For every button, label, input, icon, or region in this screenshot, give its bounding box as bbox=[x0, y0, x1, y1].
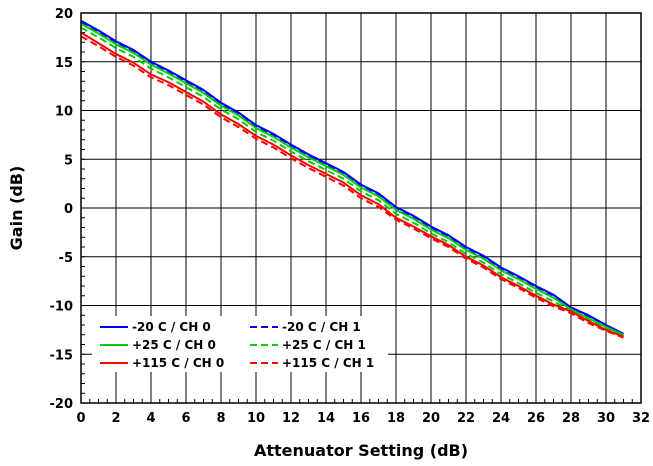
x-tick-label: 28 bbox=[562, 411, 580, 426]
y-axis-label: Gain (dB) bbox=[7, 166, 26, 251]
x-tick-label: 32 bbox=[632, 411, 650, 426]
x-tick-label: 20 bbox=[422, 411, 440, 426]
x-tick-label: 0 bbox=[76, 411, 85, 426]
y-tick-label: 10 bbox=[55, 105, 73, 120]
series-line bbox=[80, 26, 624, 337]
x-tick-label: 12 bbox=[282, 411, 300, 426]
legend-label: +25 C / CH 0 bbox=[132, 338, 216, 352]
plot-frame bbox=[80, 12, 642, 404]
x-tick-label: 14 bbox=[317, 411, 335, 426]
x-tick-label: 16 bbox=[352, 411, 370, 426]
x-tick-label: 22 bbox=[457, 411, 475, 426]
legend-label: +25 C / CH 1 bbox=[282, 338, 366, 352]
y-tick-label: 5 bbox=[64, 153, 73, 168]
series-lines bbox=[80, 19, 624, 339]
y-tick-label: 0 bbox=[64, 202, 73, 217]
y-tick-label: -5 bbox=[59, 251, 73, 266]
series-line bbox=[80, 35, 624, 339]
y-tick-label: -10 bbox=[50, 300, 74, 315]
x-tick-label: 26 bbox=[527, 411, 545, 426]
x-tick-label: 18 bbox=[387, 411, 405, 426]
x-tick-label: 24 bbox=[492, 411, 510, 426]
y-tick-label: 15 bbox=[55, 56, 73, 71]
series-line bbox=[80, 31, 624, 338]
y-tick-label: -20 bbox=[50, 397, 74, 412]
legend-label: +115 C / CH 1 bbox=[282, 356, 374, 370]
x-tick-label: 6 bbox=[181, 411, 190, 426]
x-tick-label: 8 bbox=[216, 411, 225, 426]
legend-label: -20 C / CH 1 bbox=[282, 320, 361, 334]
y-tick-label: 20 bbox=[55, 7, 73, 22]
x-tick-label: 30 bbox=[597, 411, 615, 426]
legend-label: +115 C / CH 0 bbox=[132, 356, 224, 370]
x-tick-labels: 0 2 4 6 8 10 12 14 16 18 20 22 24 26 28 30 32 bbox=[76, 411, 650, 426]
x-tick-label: 10 bbox=[247, 411, 265, 426]
y-tick-labels: -20 -15 -10 -5 0 5 10 15 20 bbox=[50, 7, 74, 412]
x-tick-label: 4 bbox=[146, 411, 155, 426]
x-tick-label: 2 bbox=[111, 411, 120, 426]
legend-label: -20 C / CH 0 bbox=[132, 320, 211, 334]
x-axis-label: Attenuator Setting (dB) bbox=[254, 441, 468, 460]
y-tick-label: -15 bbox=[50, 348, 74, 363]
series-line bbox=[80, 19, 624, 335]
legend: -20 C / CH 0 -20 C / CH 1 +25 C / CH 0 +25 … bbox=[92, 316, 388, 372]
legend-box bbox=[92, 316, 388, 372]
series-line bbox=[80, 22, 624, 336]
